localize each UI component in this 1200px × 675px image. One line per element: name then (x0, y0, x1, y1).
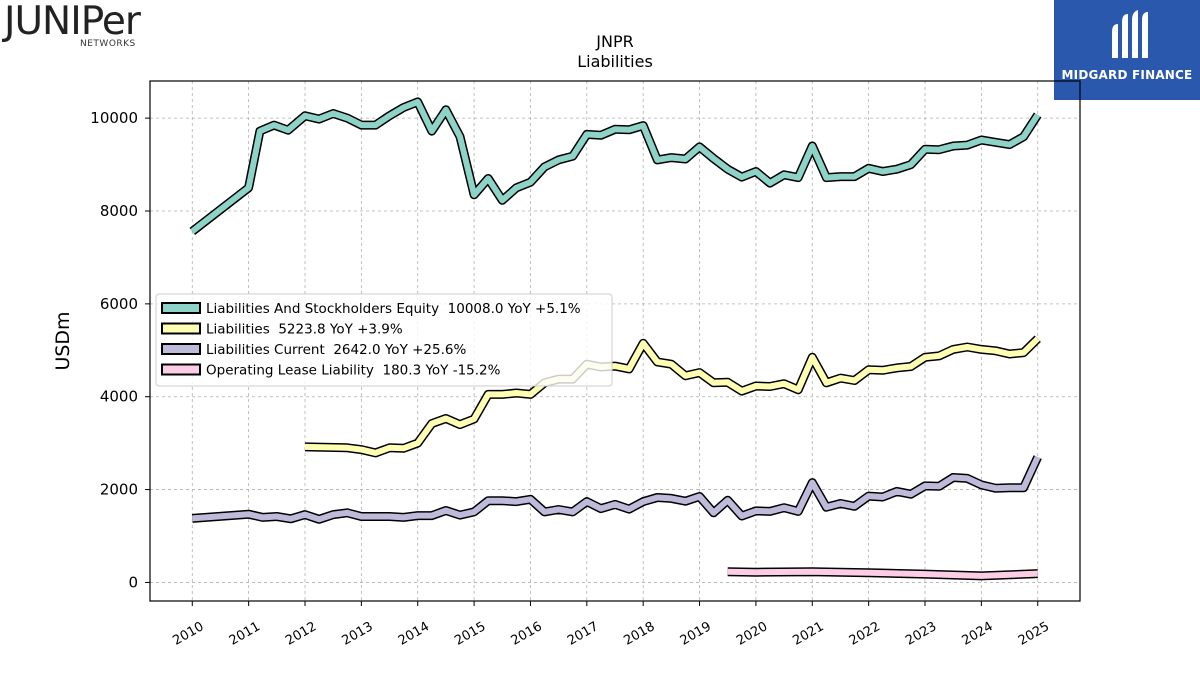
legend-entry-0: Liabilities And Stockholders Equity 1000… (206, 301, 581, 317)
midgard-finance-wordmark: MIDGARD FINANCE (1061, 68, 1193, 82)
y-tick-label: 0 (128, 573, 138, 591)
x-tick-label: 2016 (509, 619, 545, 649)
x-tick-label: 2024 (960, 619, 996, 649)
legend-box (155, 293, 613, 387)
legend-swatch-0 (161, 302, 201, 314)
plot-area-frame (149, 80, 1081, 602)
series-outline-2 (191, 455, 1042, 524)
legend: Liabilities And Stockholders Equity 1000… (155, 293, 613, 387)
series-line-0 (190, 98, 1041, 234)
legend-entry-2: Liabilities Current 2642.0 YoY +25.6% (206, 342, 466, 358)
series-line-3 (727, 568, 1038, 579)
y-tick-label: 8000 (100, 202, 138, 220)
y-tick-label: 4000 (100, 388, 138, 406)
x-tick-label: 2014 (396, 619, 432, 649)
x-tick-label: 2021 (790, 619, 826, 649)
x-tick-label: 2023 (903, 619, 939, 649)
x-tick-label: 2015 (452, 619, 488, 649)
x-tick-label: 2020 (734, 619, 770, 649)
x-tick-label: 2013 (340, 619, 376, 649)
chart-title: JNPR (595, 32, 633, 51)
juniper-logo: JUNIPer NETWORKS (4, 2, 164, 50)
juniper-logo-wordmark: JUNIPer (4, 0, 141, 44)
series-group (189, 97, 1042, 581)
x-tick-label: 2011 (227, 619, 263, 649)
juniper-logo-subtitle: NETWORKS (80, 39, 136, 49)
series-line-1 (304, 336, 1040, 456)
legend-swatch-1 (161, 322, 201, 335)
x-tick-label: 2019 (678, 619, 714, 649)
series-line-2 (192, 455, 1041, 523)
x-tick-label: 2022 (847, 619, 883, 649)
midgard-logo-icon (1112, 10, 1148, 58)
y-tick-label: 2000 (100, 481, 138, 499)
x-tick-label: 2012 (283, 619, 319, 649)
legend-entry-3: Operating Lease Liability 180.3 YoY -15.… (206, 363, 501, 379)
y-tick-label: 10000 (90, 109, 138, 127)
y-axis-label: USDm (52, 311, 74, 370)
y-tick-label: 6000 (100, 295, 138, 313)
chart-subtitle: Liabilities (577, 52, 653, 71)
legend-entry-1: Liabilities 5223.8 YoY +3.9% (206, 322, 403, 338)
x-tick-label: 2010 (170, 619, 206, 649)
legend-swatch-2 (161, 343, 201, 355)
x-axis: 2010 2011 2012 2013 2014 2015 2016 2017 2018 2019… (170, 601, 1052, 649)
midgard-finance-logo: MIDGARD FINANCE (1054, 0, 1200, 100)
y-axis: 0 2000 4000 6000 8000 10000 (90, 109, 150, 591)
x-tick-label: 2018 (621, 619, 657, 649)
x-tick-label: 2025 (1016, 619, 1052, 649)
x-tick-label: 2017 (565, 619, 601, 649)
legend-swatch-3 (161, 363, 201, 376)
